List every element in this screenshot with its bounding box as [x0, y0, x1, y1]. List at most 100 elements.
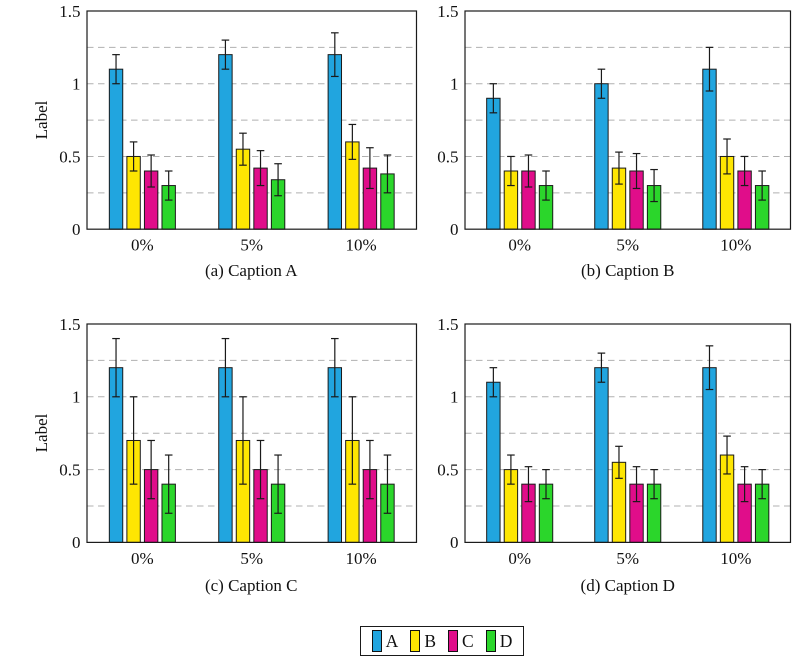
y-tick-label-0: 0	[72, 220, 81, 239]
plot-a: 0 0.5 1 1.5 0% 5% 10%	[59, 2, 417, 255]
x-tick-label-5%: 5%	[616, 548, 639, 567]
error-bar-C-10%	[365, 439, 374, 499]
error-bar-A-10%	[705, 46, 714, 92]
error-bar-C-5%	[632, 152, 641, 189]
bar-A-10%	[702, 68, 717, 230]
error-bar-C-10%	[740, 465, 749, 502]
plot-c: 0 0.5 1 1.5 0% 5% 10%	[59, 314, 417, 567]
error-bar-C-10%	[740, 155, 749, 186]
error-bar-B-0%	[507, 155, 515, 186]
legend: A B C D	[360, 626, 524, 656]
error-bar-C-5%	[632, 465, 641, 502]
bar-A-0%	[486, 381, 501, 543]
y-tick-labels: 0 0.5 1 1.5	[437, 2, 458, 239]
error-bar-D-5%	[650, 168, 658, 202]
error-bar-B-10%	[348, 395, 356, 485]
error-bar-D-10%	[758, 468, 766, 499]
legend-entry-d: D	[485, 630, 513, 652]
error-bar-B-0%	[507, 454, 515, 485]
caption-c: (c) Caption C	[204, 575, 298, 595]
legend-swatch-b	[410, 630, 421, 652]
y-tick-label-1.5: 1.5	[437, 2, 458, 21]
error-bar-C-5%	[256, 149, 264, 186]
y-tick-label-0.5: 0.5	[59, 460, 80, 479]
error-bar-B-10%	[723, 435, 731, 475]
y-axis-label-c: Label	[31, 413, 51, 453]
bars	[108, 32, 395, 230]
bars	[486, 344, 770, 543]
error-bar-A-0%	[489, 82, 498, 114]
x-tick-label-5%: 5%	[240, 236, 263, 255]
legend-swatch-d	[485, 630, 496, 652]
x-tick-label-5%: 5%	[616, 236, 639, 255]
error-bar-A-10%	[330, 337, 339, 397]
y-tick-label-1: 1	[450, 74, 459, 93]
error-bar-B-5%	[238, 132, 247, 166]
error-bar-D-0%	[542, 468, 550, 499]
x-tick-label-0%: 0%	[508, 236, 531, 255]
y-tick-label-0.5: 0.5	[437, 147, 458, 166]
y-tick-label-1.5: 1.5	[437, 314, 458, 333]
error-bar-D-0%	[542, 170, 550, 201]
x-tick-labels: 0% 5% 10%	[508, 548, 751, 567]
bar-A-0%	[486, 97, 501, 230]
legend-entry-c: C	[448, 630, 474, 652]
legend-label-d: D	[499, 631, 513, 651]
x-tick-label-0%: 0%	[508, 548, 531, 567]
y-tick-label-0: 0	[72, 533, 80, 552]
x-tick-label-0%: 0%	[131, 548, 154, 567]
error-bar-B-10%	[348, 123, 356, 160]
error-bar-C-0%	[524, 465, 533, 502]
error-bar-A-5%	[597, 68, 606, 99]
error-bar-B-0%	[129, 141, 137, 172]
caption-b: (b) Caption B	[581, 261, 675, 280]
bars	[486, 46, 770, 230]
y-tick-label-0: 0	[450, 220, 459, 239]
x-tick-label-10%: 10%	[345, 548, 376, 567]
plot-frame	[464, 322, 792, 543]
error-bar-C-0%	[146, 439, 155, 499]
bars	[108, 337, 395, 543]
y-tick-label-0: 0	[450, 533, 459, 552]
legend-label-b: B	[424, 631, 436, 651]
x-tick-label-10%: 10%	[720, 548, 751, 567]
legend-swatch-c	[448, 630, 458, 652]
error-bar-C-5%	[256, 439, 264, 499]
y-tick-labels: 0 0.5 1 1.5	[59, 314, 80, 551]
error-bar-B-10%	[723, 138, 731, 175]
legend-label-a: A	[385, 631, 399, 651]
error-bar-B-5%	[615, 151, 623, 185]
error-bar-B-5%	[615, 445, 623, 479]
error-bar-D-10%	[758, 170, 766, 201]
y-tick-label-1.5: 1.5	[59, 2, 80, 21]
legend-entry-a: A	[371, 630, 399, 652]
error-bar-A-10%	[705, 344, 714, 390]
bar-A-10%	[327, 53, 342, 230]
x-tick-label-0%: 0%	[131, 236, 154, 255]
x-tick-labels: 0% 5% 10%	[508, 236, 751, 255]
error-bar-D-5%	[273, 162, 282, 197]
error-bar-B-0%	[129, 395, 137, 485]
bar-A-0%	[108, 68, 123, 230]
y-tick-label-1: 1	[72, 387, 80, 406]
y-tick-label-1.5: 1.5	[59, 314, 80, 333]
x-tick-label-5%: 5%	[240, 548, 263, 567]
plot-frame	[85, 10, 417, 230]
error-bar-C-0%	[524, 154, 533, 188]
error-bar-D-5%	[273, 454, 282, 514]
error-bar-D-0%	[164, 170, 172, 201]
error-bar-D-10%	[383, 454, 391, 514]
x-tick-labels: 0% 5% 10%	[131, 548, 377, 567]
bar-A-5%	[217, 53, 233, 230]
caption-a: (a) Caption A	[204, 261, 298, 280]
error-bar-A-0%	[489, 366, 498, 397]
caption-d: (d) Caption D	[580, 575, 675, 595]
plot-frame	[85, 322, 417, 543]
legend-entry-b: B	[410, 630, 436, 652]
x-tick-labels: 0% 5% 10%	[131, 236, 377, 255]
bar-A-5%	[594, 83, 609, 230]
error-bar-A-0%	[111, 337, 120, 397]
error-bar-C-10%	[365, 146, 374, 189]
bar-A-5%	[594, 366, 609, 543]
